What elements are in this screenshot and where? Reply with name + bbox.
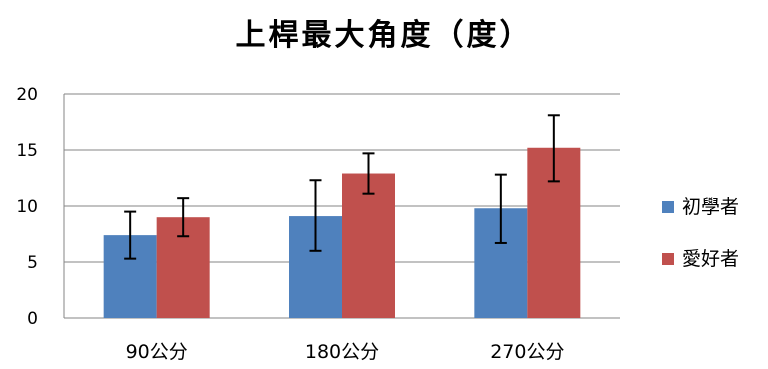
legend-label: 初學者 [682,196,739,218]
x-category-label: 180公分 [305,341,379,363]
axis-labels: 0 5 10 15 20 90公分 180公分 270公分 [16,85,564,363]
bars [103,147,581,318]
y-tick-label: 0 [27,309,38,329]
y-tick-label: 5 [27,253,38,273]
legend-swatch [662,201,674,213]
bar [342,173,395,318]
y-tick-label: 20 [16,85,38,105]
x-category-label: 90公分 [126,341,188,363]
y-tick-label: 15 [16,141,38,161]
error-bars [124,114,560,260]
legend-swatch [662,253,674,265]
y-tick-label: 10 [16,197,38,217]
legend-label: 愛好者 [682,248,739,270]
x-category-label: 270公分 [490,341,564,363]
chart-title: 上桿最大角度（度） [235,18,533,53]
